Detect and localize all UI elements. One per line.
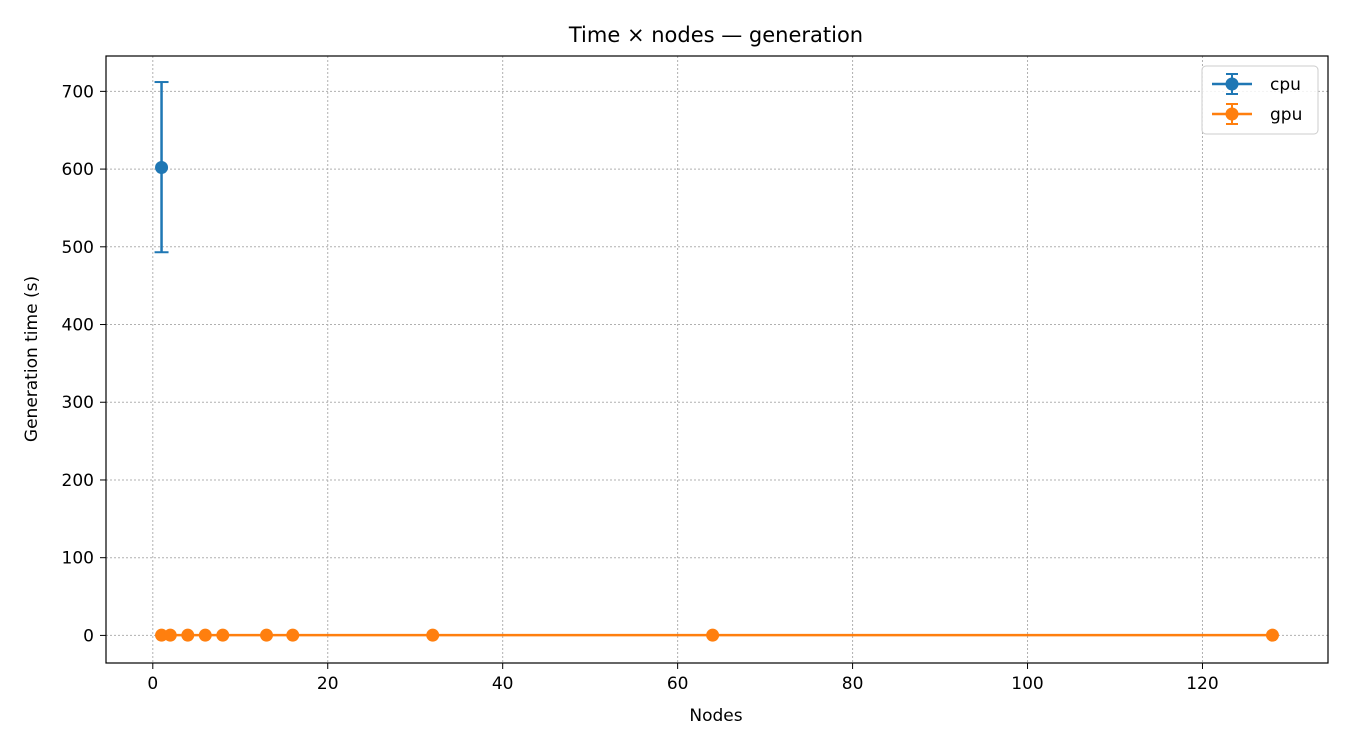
legend-entry-cpu: cpu (1212, 73, 1301, 95)
data-point-gpu (1265, 628, 1279, 642)
axis-ticks: 0 20 40 60 80 100 120 0 100 200 300 400 500 600 700 (62, 82, 1219, 694)
data-point-gpu (216, 628, 230, 642)
plot-data (154, 81, 1279, 642)
y-tick-label: 700 (62, 82, 94, 102)
x-tick-label: 20 (317, 674, 339, 694)
y-tick-label: 300 (62, 393, 94, 413)
legend-entry-gpu: gpu (1212, 103, 1302, 125)
grid (106, 56, 1328, 663)
data-point-cpu (155, 161, 169, 175)
data-point-gpu (426, 628, 440, 642)
legend: cpu gpu (1201, 65, 1319, 135)
chart-title: Time × nodes — generation (568, 23, 863, 47)
y-tick-label: 0 (83, 626, 94, 646)
legend-label-cpu: cpu (1270, 75, 1301, 95)
x-tick-label: 40 (492, 674, 514, 694)
x-tick-label: 80 (842, 674, 864, 694)
data-point-gpu (163, 628, 177, 642)
data-point-gpu (260, 628, 274, 642)
series-gpu (155, 628, 1279, 642)
y-tick-label: 400 (62, 316, 94, 336)
data-point-gpu (198, 628, 212, 642)
y-tick-label: 100 (62, 549, 94, 569)
plot-frame (105, 55, 1329, 664)
legend-marker-cpu (1225, 77, 1239, 91)
x-tick-label: 60 (667, 674, 689, 694)
y-tick-label: 200 (62, 471, 94, 491)
x-tick-label: 120 (1186, 674, 1218, 694)
data-point-gpu (706, 628, 720, 642)
x-tick-label: 0 (147, 674, 158, 694)
y-tick-label: 500 (62, 238, 94, 258)
series-cpu (154, 81, 169, 254)
data-point-gpu (286, 628, 300, 642)
data-point-gpu (181, 628, 195, 642)
y-axis-label: Generation time (s) (22, 276, 42, 442)
legend-label-gpu: gpu (1270, 105, 1302, 125)
y-tick-label: 600 (62, 160, 94, 180)
x-tick-label: 100 (1011, 674, 1043, 694)
legend-marker-gpu (1225, 107, 1239, 121)
x-axis-label: Nodes (689, 706, 742, 726)
